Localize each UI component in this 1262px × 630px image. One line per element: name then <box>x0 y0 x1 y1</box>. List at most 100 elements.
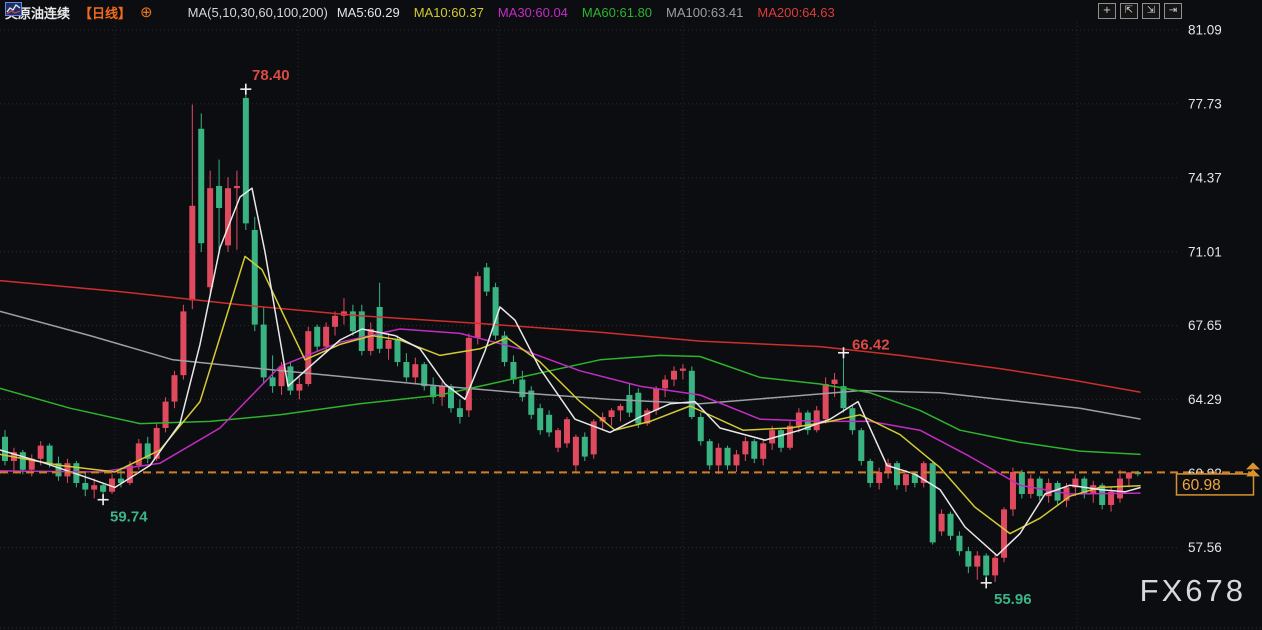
pop-out-icon[interactable]: ⇥ <box>1164 3 1182 19</box>
candle-body <box>144 443 151 459</box>
candle-body <box>644 410 651 424</box>
candle-body <box>929 463 936 543</box>
candle-body <box>546 414 553 433</box>
candle-body <box>1099 485 1106 505</box>
candle-body <box>724 447 731 466</box>
candle-body <box>1081 478 1088 494</box>
period-label[interactable]: 【日线】 <box>79 5 132 21</box>
ma10-value: MA10:60.37 <box>413 4 484 20</box>
candle-body <box>778 430 785 448</box>
chart-toolbar: + ⇱ ⇲ ⇥ <box>1098 3 1182 19</box>
candle-body <box>581 436 588 457</box>
candle-body <box>1117 478 1123 499</box>
candle-body <box>894 463 900 486</box>
price-annotation: 78.40 <box>252 67 290 84</box>
candle-body <box>198 128 205 244</box>
candle-body <box>849 408 856 431</box>
candle-body <box>483 267 490 292</box>
ma200-value: MA200:64.63 <box>757 4 835 20</box>
candle-body <box>287 366 294 391</box>
ma-lines-layer <box>0 187 1141 557</box>
candles-layer <box>2 89 1141 583</box>
candle-body <box>260 324 267 378</box>
candle-body <box>1108 491 1115 505</box>
candle-body <box>715 447 722 466</box>
candle-body <box>269 377 276 387</box>
candle-body <box>37 445 44 459</box>
up-arrows-marker <box>1246 462 1260 470</box>
candle-body <box>251 229 258 325</box>
ma-settings-label[interactable]: MA(5,10,30,60,100,200) <box>187 4 328 20</box>
y-axis-label: 64.29 <box>1188 392 1222 407</box>
candle-body <box>992 557 999 576</box>
chart-header: 美原油连续 【日线】 ⊕ MA(5,10,30,60,100,200) MA5:… <box>5 2 835 22</box>
candle-body <box>510 361 517 380</box>
candle-body <box>1125 472 1132 479</box>
scale-up-icon[interactable]: ⇱ <box>1120 3 1138 19</box>
candle-body <box>555 430 562 448</box>
candle-body <box>2 436 8 461</box>
candle-body <box>1001 509 1008 558</box>
candle-body <box>885 463 892 472</box>
candle-body <box>626 394 633 413</box>
ma-line-ma10 <box>0 255 1141 535</box>
candle-body <box>180 311 187 376</box>
candle-body <box>403 361 410 378</box>
ma-line-ma60 <box>0 354 1141 456</box>
candle-body <box>760 443 767 459</box>
candle-body <box>697 416 704 442</box>
candle-body <box>171 375 178 402</box>
candle-body <box>831 379 838 384</box>
candle-body <box>73 463 80 483</box>
mini-chart-icon[interactable] <box>5 2 179 19</box>
candle-body <box>769 430 776 444</box>
candle-body <box>117 478 124 483</box>
candle-body <box>537 408 544 431</box>
candle-body <box>296 383 303 391</box>
candle-body <box>662 379 669 389</box>
candle-body <box>225 188 231 246</box>
candle-body <box>126 465 133 483</box>
fx678-watermark: FX678 <box>1139 573 1246 608</box>
candle-body <box>394 339 401 362</box>
candle-body <box>492 287 499 336</box>
ma-values: MA5:60.29 MA10:60.37 MA30:60.04 MA60:61.… <box>337 5 835 20</box>
candle-body <box>813 410 820 431</box>
candle-body <box>974 555 981 567</box>
candle-body <box>385 339 392 349</box>
ma30-value: MA30:60.04 <box>497 4 568 20</box>
candle-body <box>902 474 909 486</box>
candle-body <box>840 386 847 409</box>
candle-body <box>64 463 71 477</box>
candle-body <box>572 436 579 466</box>
candle-body <box>653 388 660 411</box>
candle-body <box>314 326 321 347</box>
candle-body <box>1072 478 1079 488</box>
pan-icon[interactable]: + <box>1098 3 1116 19</box>
candle-body <box>376 306 383 349</box>
candle-body <box>430 386 437 398</box>
candle-body <box>421 364 428 387</box>
candle-body <box>983 555 990 576</box>
candle-body <box>55 463 62 477</box>
y-axis-label: 57.56 <box>1188 540 1222 555</box>
candle-body <box>358 311 365 351</box>
candle-body <box>528 390 535 415</box>
candle-body <box>1009 471 1016 510</box>
candle-body <box>1027 478 1034 494</box>
ma5-value: MA5:60.29 <box>336 4 400 20</box>
candle-body <box>706 441 713 466</box>
ma60-value: MA60:61.80 <box>581 4 653 20</box>
candle-body <box>46 445 53 464</box>
candle-body <box>109 478 116 492</box>
scale-down-icon[interactable]: ⇲ <box>1142 3 1160 19</box>
candle-body <box>91 485 98 490</box>
overlay-layer: 81.0977.7374.3771.0167.6564.2960.9257.56… <box>0 23 1260 608</box>
candle-body <box>733 454 740 466</box>
candle-body <box>858 430 865 461</box>
candle-body <box>867 460 874 483</box>
candle-body <box>965 551 972 567</box>
add-indicator-icon[interactable]: ⊕ <box>140 3 153 21</box>
